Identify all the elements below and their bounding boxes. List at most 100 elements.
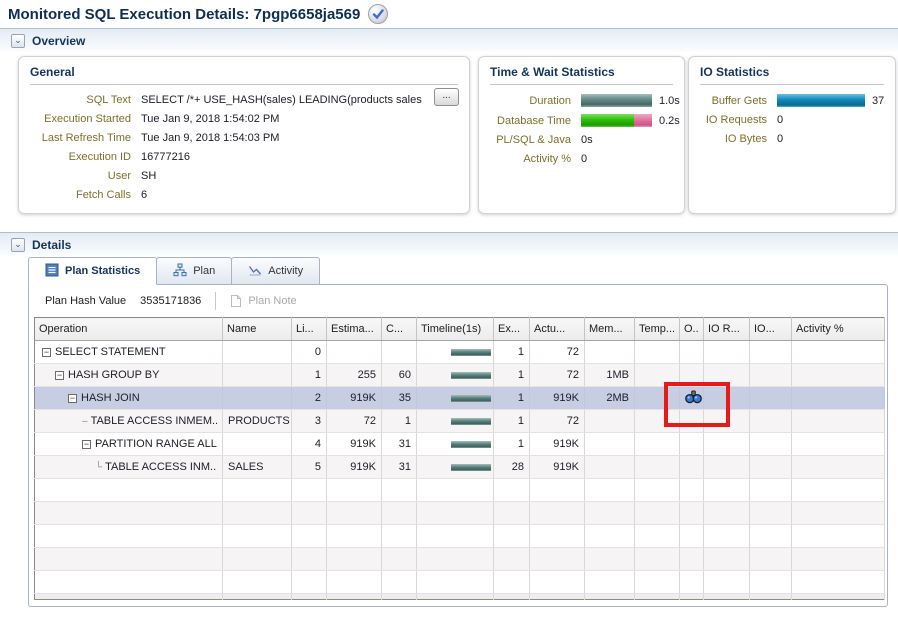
activity-chart-icon bbox=[248, 263, 262, 280]
cell-executions: 1 bbox=[493, 432, 530, 456]
database-time-bar bbox=[581, 114, 652, 127]
cell-actual-rows: 72 bbox=[529, 340, 585, 364]
stat-value: 37 bbox=[872, 94, 885, 107]
stat-database-time: Database Time 0.2s bbox=[489, 114, 680, 127]
operation-label: TABLE ACCESS INMEM... bbox=[90, 415, 217, 427]
cell-line: 5 bbox=[291, 455, 327, 479]
cell-temp bbox=[634, 455, 680, 479]
col-header-memory[interactable]: Mem... bbox=[584, 317, 635, 341]
col-header-operation[interactable]: Operation bbox=[34, 317, 223, 341]
sql-text-more-button[interactable]: ... bbox=[434, 88, 459, 106]
plan-row-select-statement[interactable]: − SELECT STATEMENT 0 1 72 bbox=[34, 340, 885, 364]
cell-actual-rows: 919K bbox=[529, 455, 585, 479]
collapse-node-icon[interactable]: − bbox=[55, 369, 64, 380]
col-header-activity-pct[interactable]: Activity % bbox=[791, 317, 885, 341]
timeline-bar bbox=[451, 464, 491, 471]
tab-plan[interactable]: Plan bbox=[156, 257, 233, 285]
cell-activity-pct bbox=[791, 432, 885, 456]
col-header-line[interactable]: Li... bbox=[291, 317, 327, 341]
cell-other bbox=[679, 340, 704, 364]
details-collapse-chevron-icon[interactable]: ⌄ bbox=[11, 237, 25, 252]
cell-memory bbox=[584, 432, 635, 456]
cell-executions: 1 bbox=[493, 340, 530, 364]
plan-hash-value: 3535171836 bbox=[140, 295, 202, 307]
col-header-timeline[interactable]: Timeline(1s) bbox=[416, 317, 494, 341]
col-header-executions[interactable]: Ex... bbox=[493, 317, 530, 341]
table-row-empty bbox=[34, 593, 885, 600]
col-header-name[interactable]: Name bbox=[222, 317, 292, 341]
table-row-empty bbox=[34, 570, 885, 594]
plan-row-table-access-inmemory-products[interactable]: – TABLE ACCESS INMEM... PRODUCTS 3 72 1 1… bbox=[34, 409, 885, 433]
col-header-temp[interactable]: Temp... bbox=[634, 317, 680, 341]
cell-estimated-rows: 72 bbox=[326, 409, 382, 433]
plan-row-table-access-inmemory-sales[interactable]: └ TABLE ACCESS INM... SALES 5 919K 31 28 … bbox=[34, 455, 885, 479]
cell-name bbox=[222, 340, 292, 364]
cell-io-requests bbox=[703, 363, 750, 387]
tab-activity[interactable]: Activity bbox=[231, 257, 321, 285]
plan-note-label: Plan Note bbox=[248, 295, 297, 307]
cell-executions: 1 bbox=[493, 409, 530, 433]
table-row-empty bbox=[34, 478, 885, 502]
plan-row-hash-join-selected[interactable]: − HASH JOIN 2 919K 35 1 919K 2MB bbox=[34, 386, 885, 410]
cell-io-requests bbox=[703, 386, 750, 410]
cell-timeline bbox=[416, 386, 494, 410]
plan-row-partition-range-all[interactable]: − PARTITION RANGE ALL 4 919K 31 1 919K bbox=[34, 432, 885, 456]
overview-collapse-chevron-icon[interactable]: ⌄ bbox=[11, 33, 25, 48]
col-header-other[interactable]: O.. bbox=[679, 317, 704, 341]
col-header-io-requests[interactable]: IO R... bbox=[703, 317, 750, 341]
field-value: Tue Jan 9, 2018 1:54:03 PM bbox=[141, 132, 280, 144]
cell-temp bbox=[634, 363, 680, 387]
cell-activity-pct bbox=[791, 386, 885, 410]
stat-io-bytes: IO Bytes 0 bbox=[699, 133, 885, 145]
collapse-node-icon[interactable]: − bbox=[68, 392, 77, 403]
timeline-bar bbox=[451, 441, 491, 448]
field-value: SH bbox=[141, 170, 157, 182]
stat-label: Duration bbox=[529, 94, 571, 107]
cell-memory: 1MB bbox=[584, 363, 635, 387]
cell-timeline bbox=[416, 363, 494, 387]
col-header-io-bytes[interactable]: IO... bbox=[749, 317, 792, 341]
cell-memory bbox=[584, 340, 635, 364]
field-fetch-calls: Fetch Calls 6 bbox=[29, 189, 459, 201]
duration-bar-segment bbox=[581, 94, 652, 107]
cell-temp bbox=[634, 432, 680, 456]
col-header-cost[interactable]: C... bbox=[381, 317, 417, 341]
stat-value: 0 bbox=[581, 153, 588, 165]
field-last-refresh-time: Last Refresh Time Tue Jan 9, 2018 1:54:0… bbox=[29, 132, 459, 144]
cell-io-bytes bbox=[749, 432, 792, 456]
cell-activity-pct bbox=[791, 340, 885, 364]
collapse-node-icon[interactable]: − bbox=[82, 438, 91, 449]
buffer-gets-bar-segment bbox=[777, 94, 865, 107]
table-row-empty bbox=[34, 501, 885, 525]
stat-label: PL/SQL & Java bbox=[496, 134, 571, 146]
duration-bar bbox=[581, 94, 652, 107]
cell-temp bbox=[634, 409, 680, 433]
collapse-node-icon[interactable]: − bbox=[42, 346, 51, 357]
stat-duration: Duration 1.0s bbox=[489, 94, 680, 107]
general-panel: General SQL Text SELECT /*+ USE_HASH(sal… bbox=[18, 56, 470, 214]
details-section-title: Details bbox=[32, 237, 72, 252]
col-header-estimated-rows[interactable]: Estima... bbox=[326, 317, 382, 341]
timeline-bar bbox=[451, 372, 491, 379]
field-execution-started: Execution Started Tue Jan 9, 2018 1:54:0… bbox=[29, 113, 459, 125]
cell-timeline bbox=[416, 455, 494, 479]
tab-plan-statistics[interactable]: Plan Statistics bbox=[28, 257, 158, 285]
cell-line: 3 bbox=[291, 409, 327, 433]
cell-actual-rows: 919K bbox=[529, 386, 585, 410]
cell-activity-pct bbox=[791, 455, 885, 479]
time-wait-panel-title: Time & Wait Statistics bbox=[490, 65, 673, 85]
field-label: User bbox=[107, 170, 131, 182]
timeline-bar bbox=[451, 349, 491, 356]
operation-label: SELECT STATEMENT bbox=[55, 346, 166, 358]
col-header-actual-rows[interactable]: Actu... bbox=[529, 317, 585, 341]
binoculars-icon[interactable] bbox=[685, 390, 702, 407]
plan-row-hash-group-by[interactable]: − HASH GROUP BY 1 255 60 1 72 1MB bbox=[34, 363, 885, 387]
cell-other bbox=[679, 455, 704, 479]
operation-label: TABLE ACCESS INM... bbox=[105, 461, 217, 473]
stat-io-requests: IO Requests 0 bbox=[699, 114, 885, 126]
stat-value: 0.2s bbox=[659, 114, 680, 127]
vertical-divider bbox=[215, 292, 217, 310]
table-row-empty bbox=[34, 524, 885, 548]
cell-temp bbox=[634, 340, 680, 364]
